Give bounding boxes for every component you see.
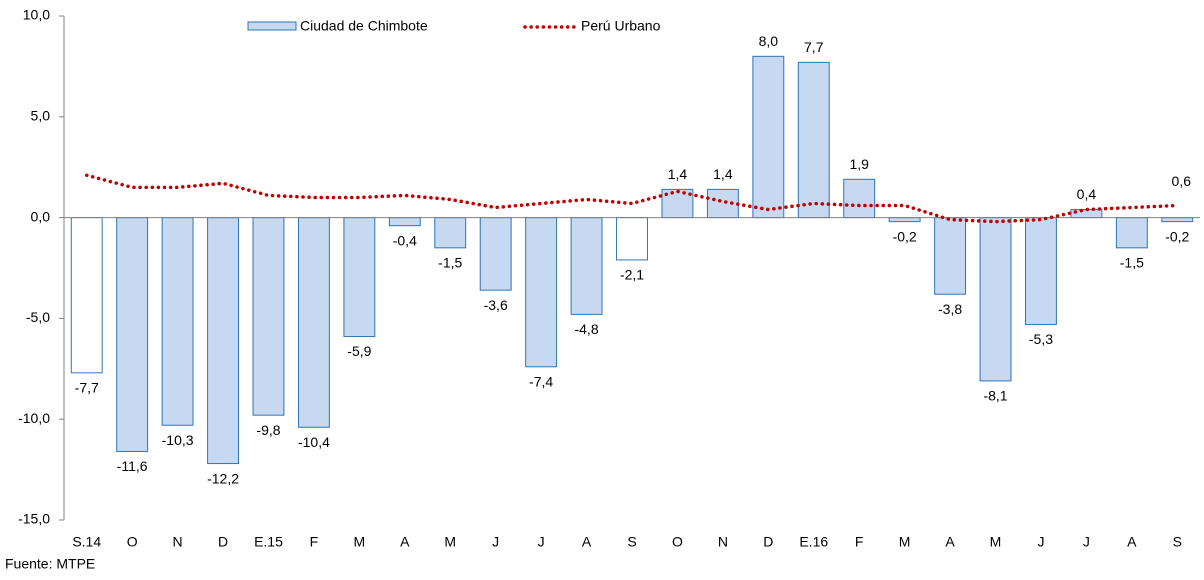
- x-tick-label: S: [627, 534, 636, 550]
- data-label: -3,8: [938, 301, 962, 317]
- bar: [843, 178, 876, 219]
- data-label: -5,3: [1029, 331, 1053, 347]
- data-label: 0,6: [1172, 173, 1192, 189]
- source: Fuente: MTPE: [5, 556, 95, 572]
- x-tick-label: A: [400, 534, 410, 550]
- bar: [70, 217, 103, 374]
- y-tick-label: 10,0: [23, 7, 50, 23]
- x-tick-label: A: [582, 534, 592, 550]
- x-tick-label: D: [218, 534, 228, 550]
- x-tick-label: S: [1173, 534, 1182, 550]
- x-tick-label: M: [354, 534, 366, 550]
- bar: [979, 217, 1012, 382]
- bar: [888, 217, 921, 223]
- x-tick-label: J: [538, 534, 545, 550]
- bar: [434, 217, 467, 249]
- data-label: -11,6: [117, 458, 148, 474]
- data-label: -7,7: [75, 380, 99, 396]
- legend-label: Perú Urbano: [581, 18, 661, 34]
- bar: [616, 217, 648, 261]
- data-label: -5,9: [347, 343, 371, 359]
- bar: [388, 217, 421, 227]
- bar: [570, 217, 603, 315]
- y-tick-label: 0,0: [31, 208, 51, 224]
- x-tick-label: M: [444, 534, 456, 550]
- x-tick-label: S.14: [72, 534, 101, 550]
- legend-swatch: [247, 21, 297, 31]
- data-label: 0,4: [1077, 186, 1097, 202]
- bar: [343, 217, 376, 338]
- x-tick-label: N: [718, 534, 728, 550]
- data-label: -0,2: [893, 228, 917, 244]
- bar: [1115, 217, 1148, 249]
- data-label: -1,5: [438, 255, 462, 271]
- x-tick-label: A: [1127, 534, 1137, 550]
- x-tick-label: J: [492, 534, 499, 550]
- data-label: -4,8: [574, 321, 598, 337]
- x-tick-label: F: [310, 534, 319, 550]
- x-tick-label: N: [173, 534, 183, 550]
- data-label: -9,8: [256, 422, 280, 438]
- data-label: -0,2: [1165, 228, 1189, 244]
- bar: [207, 217, 239, 465]
- data-label: -2,1: [620, 267, 644, 283]
- bar: [797, 61, 830, 219]
- x-tick-label: J: [1083, 534, 1090, 550]
- x-tick-label: D: [763, 534, 773, 550]
- y-tick-label: -15,0: [18, 511, 50, 527]
- x-tick-label: O: [127, 534, 138, 550]
- bar: [706, 188, 739, 219]
- y-tick-label: -10,0: [18, 410, 50, 426]
- data-label: 1,4: [713, 166, 733, 182]
- data-label: 1,4: [668, 166, 688, 182]
- data-label: -0,4: [393, 232, 417, 248]
- x-tick-label: E.15: [254, 534, 283, 550]
- y-tick-label: 5,0: [31, 108, 51, 124]
- data-label: -7,4: [529, 373, 553, 389]
- x-tick-label: F: [855, 534, 864, 550]
- data-label: -3,6: [484, 297, 508, 313]
- bar: [161, 217, 194, 426]
- data-label: 1,9: [849, 156, 869, 172]
- data-label: 8,0: [759, 33, 779, 49]
- bar: [752, 55, 785, 219]
- x-tick-label: E.16: [799, 534, 828, 550]
- x-tick-label: M: [899, 534, 911, 550]
- x-tick-label: J: [1037, 534, 1044, 550]
- legend-label: Ciudad de Chimbote: [300, 18, 428, 34]
- bar: [934, 217, 967, 295]
- x-tick-label: O: [672, 534, 683, 550]
- bar: [297, 217, 330, 428]
- bar: [116, 217, 149, 452]
- x-tick-label: M: [990, 534, 1002, 550]
- bar: [252, 217, 285, 416]
- data-label: -10,3: [162, 432, 194, 448]
- x-tick-label: A: [945, 534, 955, 550]
- line: [84, 173, 1180, 224]
- y-tick-label: -5,0: [26, 309, 50, 325]
- bar: [1161, 217, 1194, 223]
- data-label: -1,5: [1120, 255, 1144, 271]
- bar: [479, 217, 512, 291]
- data-label: 7,7: [804, 39, 824, 55]
- data-label: -10,4: [298, 434, 330, 450]
- bar: [1025, 217, 1057, 325]
- bar: [525, 217, 558, 368]
- data-label: -8,1: [983, 388, 1007, 404]
- data-label: -12,2: [207, 470, 239, 486]
